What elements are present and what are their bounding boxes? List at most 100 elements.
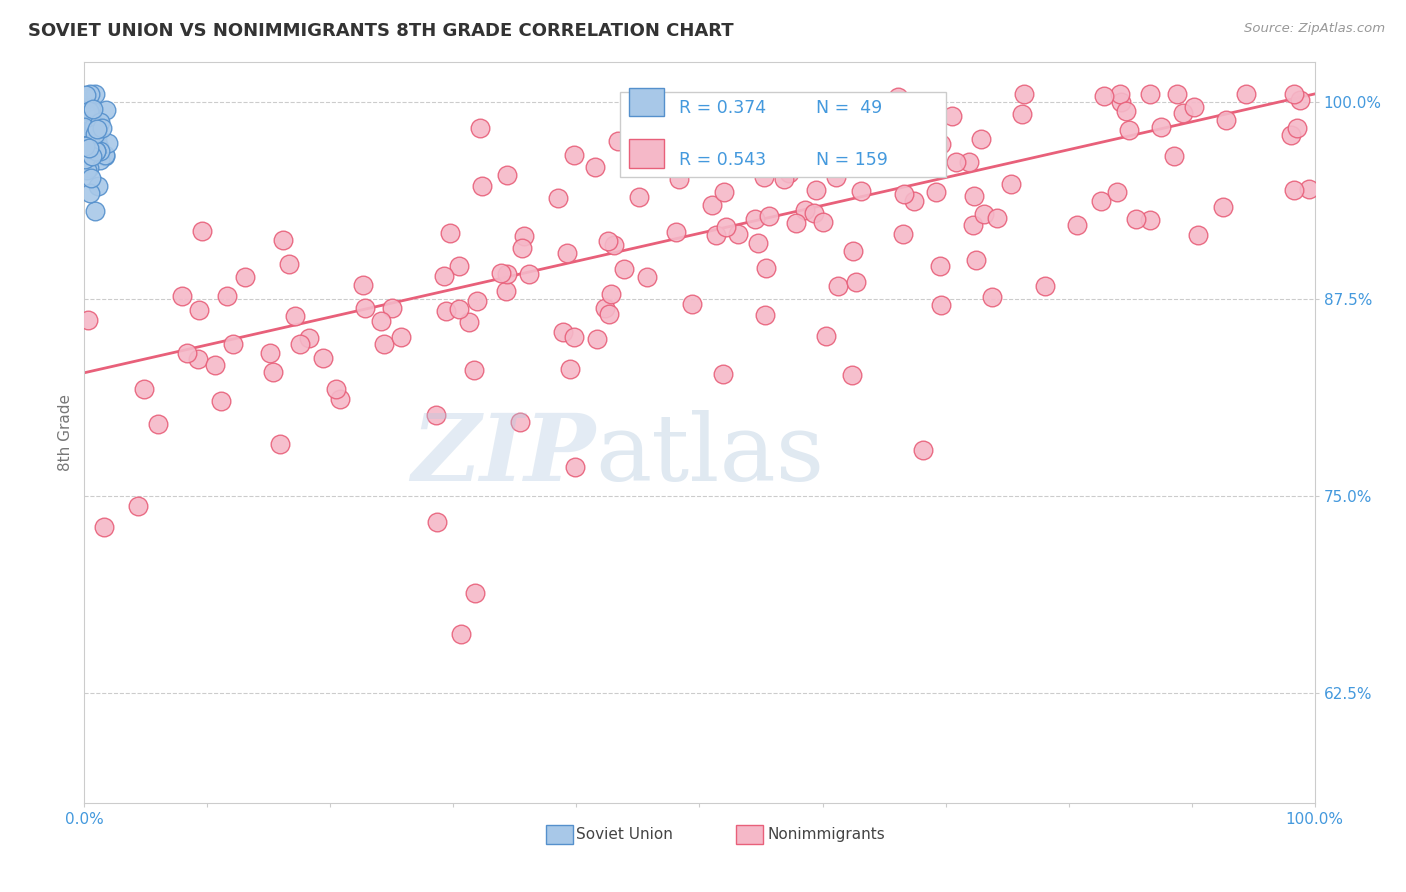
Point <box>83 87 105 101</box>
Point <box>80 102 103 116</box>
Point <box>915 106 938 120</box>
Point <box>827 279 849 293</box>
Point <box>489 266 512 280</box>
Point <box>389 330 412 344</box>
Point <box>87 120 110 134</box>
Point <box>284 309 307 323</box>
Text: R = 0.374: R = 0.374 <box>679 99 766 118</box>
Point <box>457 315 479 329</box>
Point <box>1012 87 1035 101</box>
Point <box>1139 212 1161 227</box>
Point <box>352 277 374 292</box>
Point <box>911 443 934 458</box>
Text: N =  49: N = 49 <box>817 99 883 118</box>
Point <box>1033 279 1056 293</box>
Point <box>773 172 796 186</box>
Text: SOVIET UNION VS NONIMMIGRANTS 8TH GRADE CORRELATION CHART: SOVIET UNION VS NONIMMIGRANTS 8TH GRADE … <box>28 22 734 40</box>
Point <box>434 304 457 318</box>
Point <box>903 194 925 208</box>
Text: Soviet Union: Soviet Union <box>576 827 673 842</box>
Point <box>84 144 107 158</box>
Point <box>93 519 115 533</box>
Point <box>1125 211 1147 226</box>
Point <box>973 207 995 221</box>
Point <box>79 186 101 200</box>
Point <box>89 153 111 168</box>
Point <box>1115 104 1137 119</box>
Point <box>127 499 149 513</box>
Point <box>146 417 169 432</box>
Point <box>744 212 766 227</box>
Point <box>845 275 868 289</box>
Point <box>963 188 986 202</box>
Point <box>702 198 724 212</box>
FancyBboxPatch shape <box>620 92 946 178</box>
Point <box>1139 87 1161 101</box>
Point <box>134 382 156 396</box>
Point <box>94 149 117 163</box>
Point <box>77 103 100 118</box>
Point <box>785 216 807 230</box>
Point <box>924 137 946 152</box>
Point <box>1279 128 1302 142</box>
Point <box>555 245 578 260</box>
Point <box>1211 200 1233 214</box>
Point <box>668 172 690 186</box>
Point <box>75 106 97 120</box>
Point <box>510 241 533 255</box>
Point <box>613 262 636 277</box>
Point <box>450 627 472 641</box>
Point <box>562 147 585 161</box>
Point <box>547 191 569 205</box>
Point <box>959 154 981 169</box>
Point <box>89 115 111 129</box>
Point <box>519 267 541 281</box>
Point <box>727 128 749 142</box>
Point <box>509 415 531 429</box>
Point <box>76 101 98 115</box>
Point <box>290 337 312 351</box>
Point <box>747 235 769 250</box>
Point <box>269 437 291 451</box>
Point <box>86 127 108 141</box>
Y-axis label: 8th Grade: 8th Grade <box>58 394 73 471</box>
Point <box>981 291 1004 305</box>
Point <box>80 127 103 141</box>
Point <box>1182 100 1205 114</box>
Point <box>842 244 865 258</box>
Point <box>1105 185 1128 199</box>
Point <box>704 227 727 242</box>
Point <box>495 284 517 298</box>
Point <box>794 202 817 217</box>
Point <box>235 270 257 285</box>
Point <box>470 120 492 135</box>
Point <box>941 109 963 123</box>
Point <box>1011 107 1033 121</box>
FancyBboxPatch shape <box>630 88 664 117</box>
Point <box>73 120 96 134</box>
Point <box>471 179 494 194</box>
FancyBboxPatch shape <box>546 825 572 844</box>
Point <box>439 226 461 240</box>
Point <box>170 289 193 303</box>
Point <box>82 102 104 116</box>
Point <box>82 120 104 135</box>
Point <box>945 154 967 169</box>
Point <box>86 122 108 136</box>
Point <box>449 259 471 273</box>
Point <box>598 307 620 321</box>
Point <box>1298 182 1320 196</box>
Point <box>80 149 103 163</box>
Point <box>1284 183 1306 197</box>
Point <box>804 183 827 197</box>
Text: Source: ZipAtlas.com: Source: ZipAtlas.com <box>1244 22 1385 36</box>
Point <box>1000 177 1022 191</box>
Point <box>752 169 775 184</box>
Point <box>713 368 735 382</box>
Point <box>84 127 107 141</box>
Point <box>627 189 650 203</box>
Point <box>1163 149 1185 163</box>
Point <box>80 143 103 157</box>
Point <box>1109 95 1132 110</box>
Point <box>425 408 447 422</box>
